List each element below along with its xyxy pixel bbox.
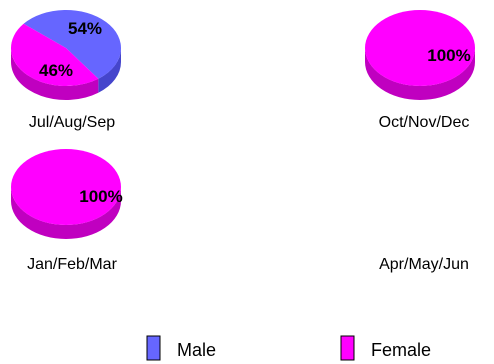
pie-1: 54% 46% Jul/Aug/Sep — [10, 9, 121, 131]
legend-swatch-male — [146, 335, 161, 361]
pie-1-slice-female — [11, 23, 99, 86]
legend: Male Female — [146, 335, 431, 361]
legend-swatch-female — [340, 335, 355, 361]
pie-3-side-female — [11, 187, 121, 239]
pie-2-caption: Oct/Nov/Dec — [379, 114, 470, 131]
pie-1-caption: Jul/Aug/Sep — [29, 114, 115, 131]
pie-4-caption: Apr/May/Jun — [379, 256, 469, 273]
pie-2-slice-female — [365, 10, 475, 86]
pie-3-caption: Jan/Feb/Mar — [27, 256, 117, 273]
pie-3-slice-female — [11, 149, 121, 225]
legend-label-female: Female — [371, 340, 431, 360]
pie-3: 100% Jan/Feb/Mar — [11, 149, 123, 273]
pie-1-slice-male — [23, 9, 121, 79]
pie-2-side-female — [365, 48, 475, 100]
pie-1-side-male — [98, 48, 121, 93]
legend-label-male: Male — [177, 340, 216, 360]
pie-4: Apr/May/Jun — [379, 256, 469, 273]
pie-2-label-female: 100% — [427, 46, 470, 65]
pie-1-label-female: 46% — [39, 61, 73, 80]
pie-1-side-female — [10, 48, 99, 101]
pie-1-label-male: 54% — [68, 19, 102, 38]
pie-2: 100% Oct/Nov/Dec — [365, 10, 475, 131]
pie-3-label-female: 100% — [79, 187, 122, 206]
pies-group: 54% 46% Jul/Aug/Sep 100% Oct/Nov/Dec 100% Jan/… — [10, 9, 475, 273]
